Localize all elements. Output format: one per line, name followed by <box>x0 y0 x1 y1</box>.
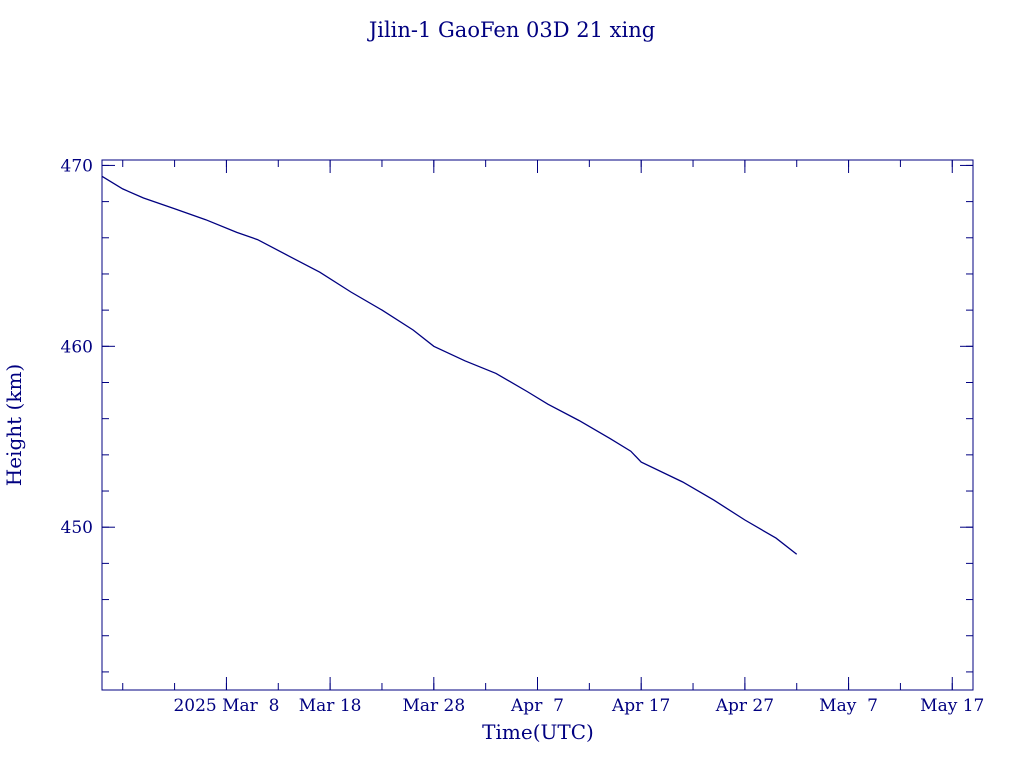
axis-tick-labels: 2025 Mar 8 Mar 18 Mar 28 Apr 7 Apr 17 Apr 27 M… <box>61 156 985 716</box>
y-axis-label: Height (km) <box>2 364 26 486</box>
y-tick-label: 470 <box>61 156 93 176</box>
x-tick-label: Apr 27 <box>715 696 774 716</box>
x-tick-label: May 17 <box>920 696 984 716</box>
x-tick-label: 2025 Mar 8 <box>173 696 279 716</box>
plot-frame <box>101 159 974 691</box>
chart-title: Jilin-1 GaoFen 03D 21 xing <box>367 18 655 42</box>
y-tick-label: 450 <box>61 518 93 538</box>
x-tick-label: Apr 7 <box>510 696 564 716</box>
x-tick-label: Mar 28 <box>402 696 465 716</box>
height-series-line <box>101 175 798 555</box>
x-tick-label: Mar 18 <box>299 696 362 716</box>
x-axis-label: Time(UTC) <box>482 720 594 744</box>
axis-ticks <box>102 160 973 690</box>
x-tick-label: May 7 <box>819 696 878 716</box>
series-layer <box>101 175 798 555</box>
y-tick-label: 460 <box>61 337 93 357</box>
x-tick-label: Apr 17 <box>611 696 670 716</box>
